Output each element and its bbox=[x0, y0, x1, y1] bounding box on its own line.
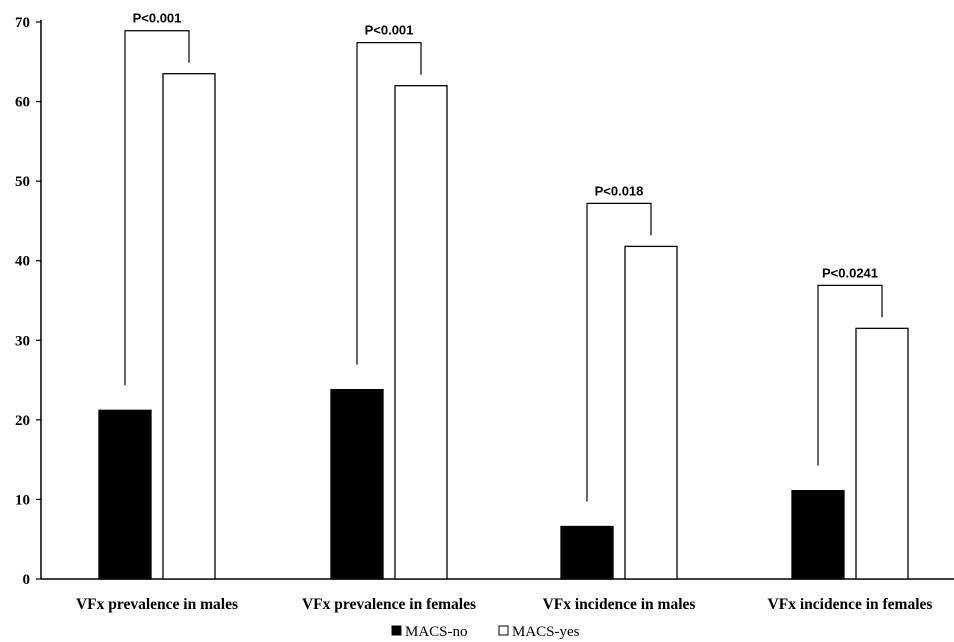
y-axis: 0 10 20 30 40 50 60 70 bbox=[15, 15, 42, 588]
y-tick-label: 50 bbox=[15, 174, 30, 190]
p-value-label: P<0.001 bbox=[133, 11, 182, 26]
p-value-label: P<0.001 bbox=[365, 23, 414, 38]
p-value-label: P<0.018 bbox=[595, 183, 644, 198]
bar-macs-yes-vfx-incidence-in-males bbox=[624, 245, 678, 580]
y-tick-label: 0 bbox=[23, 572, 31, 588]
legend: MACS-no MACS-yes bbox=[391, 624, 580, 640]
x-tick-label-vfx-incidence-in-females: VFx incidence in females bbox=[768, 596, 933, 613]
x-axis: VFx prevalence in males VFx prevalence in… bbox=[41, 578, 954, 613]
bar-macs-no-vfx-incidence-in-females bbox=[791, 490, 845, 580]
bar-macs-no-vfx-prevalence-in-males bbox=[98, 409, 152, 580]
bar-macs-no-vfx-incidence-in-males bbox=[560, 525, 614, 580]
legend-label-macs-no: MACS-no bbox=[405, 624, 468, 640]
legend-label-macs-yes: MACS-yes bbox=[512, 624, 580, 640]
y-tick-label: 70 bbox=[15, 15, 30, 31]
significance-bracket bbox=[356, 42, 422, 365]
p-value-label: P<0.0241 bbox=[822, 265, 878, 280]
bar-macs-yes-vfx-incidence-in-females bbox=[855, 327, 909, 580]
bar-macs-yes-vfx-prevalence-in-females bbox=[394, 85, 448, 580]
x-tick-label-vfx-incidence-in-males: VFx incidence in males bbox=[543, 596, 696, 613]
legend-swatch-macs-no bbox=[391, 625, 402, 636]
y-tick-label: 20 bbox=[15, 413, 30, 429]
x-tick-label-vfx-prevalence-in-females: VFx prevalence in females bbox=[302, 596, 476, 613]
bar-macs-no-vfx-prevalence-in-females bbox=[330, 388, 384, 580]
legend-swatch-macs-yes bbox=[498, 625, 509, 636]
y-tick-label: 30 bbox=[15, 333, 30, 349]
y-tick-label: 40 bbox=[15, 254, 30, 270]
bars bbox=[98, 73, 909, 580]
significance-bracket bbox=[817, 284, 883, 466]
significance-bracket bbox=[586, 202, 652, 502]
significance-brackets: P<0.001 P<0.001 P<0.018 P<0.0241 bbox=[124, 11, 883, 502]
bar-macs-yes-vfx-prevalence-in-males bbox=[162, 73, 216, 580]
y-tick-label: 10 bbox=[15, 492, 30, 508]
x-tick-label-vfx-prevalence-in-males: VFx prevalence in males bbox=[76, 596, 238, 613]
y-tick-label: 60 bbox=[15, 95, 30, 111]
significance-bracket bbox=[124, 30, 190, 386]
